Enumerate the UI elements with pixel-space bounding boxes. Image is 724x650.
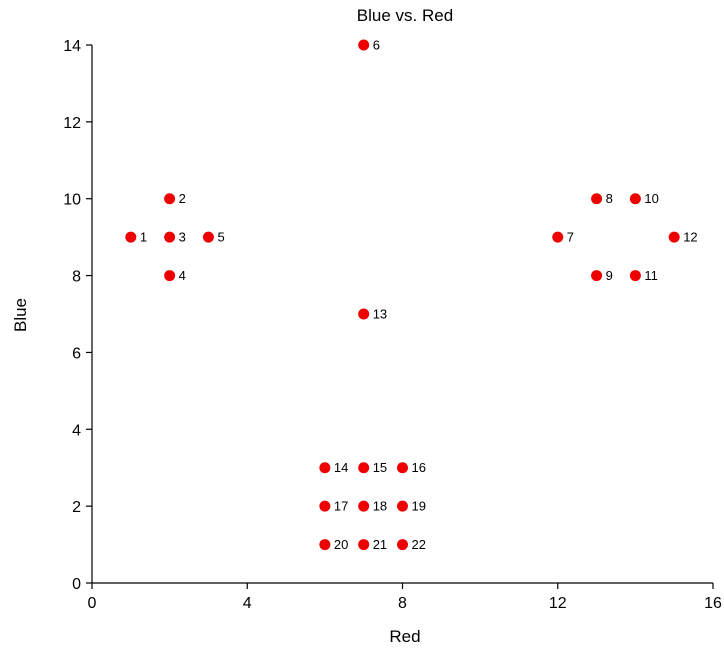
data-point-label: 18: [373, 499, 387, 514]
y-axis-label: Blue: [11, 298, 30, 332]
data-point-label: 21: [373, 537, 387, 552]
data-point-label: 12: [683, 230, 697, 245]
y-tick-label: 0: [72, 576, 81, 593]
data-point-label: 22: [412, 537, 426, 552]
y-tick-label: 14: [63, 38, 81, 55]
y-tick-label: 8: [72, 269, 81, 286]
data-point-label: 11: [644, 268, 658, 283]
data-point: [629, 193, 641, 205]
data-point-label: 17: [334, 499, 348, 514]
data-point-label: 7: [567, 230, 574, 245]
data-point: [164, 270, 176, 282]
data-point: [358, 308, 370, 320]
data-point-label: 1: [140, 230, 147, 245]
data-point: [668, 231, 680, 243]
x-axis-label: Red: [389, 627, 420, 646]
data-point-label: 3: [179, 230, 186, 245]
data-point: [125, 231, 137, 243]
data-point: [319, 500, 331, 512]
data-point: [591, 270, 603, 282]
data-point: [319, 539, 331, 551]
data-point: [591, 193, 603, 205]
data-point: [164, 231, 176, 243]
x-tick-label: 0: [88, 595, 97, 612]
data-point-label: 19: [412, 499, 426, 514]
data-point: [164, 193, 176, 205]
data-point: [202, 231, 214, 243]
data-point: [397, 500, 408, 512]
data-point-label: 13: [373, 307, 387, 322]
y-tick-label: 12: [63, 115, 81, 132]
data-point: [358, 462, 370, 474]
x-tick-label: 8: [398, 595, 407, 612]
data-point: [552, 231, 564, 243]
data-point: [629, 270, 641, 282]
chart-title: Blue vs. Red: [357, 6, 453, 25]
data-point-label: 20: [334, 537, 348, 552]
data-point-label: 10: [644, 191, 658, 206]
y-tick-label: 6: [72, 345, 81, 362]
y-tick-label: 4: [72, 422, 81, 439]
data-point-label: 6: [373, 38, 380, 53]
data-point-label: 9: [606, 268, 613, 283]
data-point-label: 2: [179, 191, 186, 206]
x-tick-label: 4: [243, 595, 252, 612]
data-point: [397, 462, 408, 474]
data-point-label: 16: [412, 460, 426, 475]
x-tick-label: 12: [549, 595, 567, 612]
data-point: [358, 539, 370, 551]
data-point: [358, 39, 370, 51]
data-point: [397, 539, 408, 551]
data-point-label: 15: [373, 460, 387, 475]
data-point: [319, 462, 331, 474]
data-point: [358, 500, 370, 512]
x-tick-label: 16: [704, 595, 722, 612]
y-tick-label: 2: [72, 499, 81, 516]
data-point-label: 4: [179, 268, 186, 283]
y-tick-label: 10: [63, 192, 81, 209]
data-point-label: 14: [334, 460, 348, 475]
data-point-label: 8: [606, 191, 613, 206]
data-point-label: 5: [217, 230, 224, 245]
